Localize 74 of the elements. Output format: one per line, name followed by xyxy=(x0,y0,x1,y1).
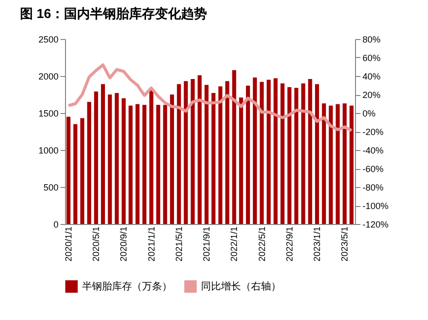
x-tick-label: 2020/9/1 xyxy=(118,226,129,262)
bar xyxy=(100,84,105,224)
y2-tick-label: 60% xyxy=(362,53,381,63)
y2-tick-label: -20% xyxy=(362,127,384,137)
y2-tick-label: -120% xyxy=(362,220,389,230)
y-tick-label: 1500 xyxy=(38,108,58,118)
bar xyxy=(218,86,222,224)
bar xyxy=(294,88,298,224)
x-tick-label: 2023/1/1 xyxy=(312,226,322,262)
y2-tick-label: -100% xyxy=(362,201,389,211)
y2-tick-label: -40% xyxy=(362,146,384,156)
y-tick-label: 0 xyxy=(53,220,58,230)
bar xyxy=(142,104,146,224)
bar xyxy=(350,106,354,224)
bar xyxy=(198,75,202,224)
bar xyxy=(287,87,292,224)
bar xyxy=(260,82,264,224)
x-tick-label: 2020/1/1 xyxy=(63,226,74,262)
bar xyxy=(156,104,160,224)
bar xyxy=(73,124,78,224)
y2-tick-label: -80% xyxy=(362,182,384,192)
bar xyxy=(328,106,333,224)
x-tick-label: 2022/5/1 xyxy=(256,226,267,262)
bar xyxy=(66,116,70,224)
x-tick-label: 2020/5/1 xyxy=(91,226,102,262)
bar xyxy=(80,118,84,224)
y2-tick-label: 40% xyxy=(362,72,381,82)
bar xyxy=(342,103,347,224)
x-tick-label: 2022/9/1 xyxy=(284,226,294,262)
y2-tick-label: -60% xyxy=(362,164,384,174)
y2-tick-label: 80% xyxy=(362,34,381,44)
bar xyxy=(204,84,209,224)
bar xyxy=(246,86,250,224)
y2-tick-label: 0% xyxy=(362,108,376,118)
chart-title: 图 16：国内半钢胎库存变化趋势 xyxy=(20,6,208,21)
bar xyxy=(176,84,181,224)
bar xyxy=(211,93,216,224)
y-tick-label: 500 xyxy=(43,182,58,192)
bar xyxy=(122,98,126,224)
bar xyxy=(190,78,195,224)
x-tick-label: 2021/9/1 xyxy=(202,226,212,262)
x-tick-label: 2021/1/1 xyxy=(146,226,156,262)
bar xyxy=(136,104,140,224)
bar xyxy=(274,78,278,224)
bar xyxy=(114,93,119,224)
y-tick-label: 2000 xyxy=(38,72,58,82)
bar xyxy=(94,92,98,224)
bar xyxy=(232,70,236,224)
bar xyxy=(149,90,154,224)
bar xyxy=(108,94,112,224)
bar xyxy=(239,97,244,224)
legend-label: 半钢胎库存（万条） xyxy=(82,280,172,293)
bar xyxy=(266,80,271,224)
line-series xyxy=(66,63,354,132)
y-tick-label: 2500 xyxy=(38,34,58,44)
bar xyxy=(170,94,174,224)
x-tick-label: 2021/5/1 xyxy=(174,226,184,262)
bar xyxy=(128,106,133,224)
bar xyxy=(87,102,92,224)
bar xyxy=(315,84,320,224)
bar xyxy=(184,81,188,224)
x-tick-label: 2022/1/1 xyxy=(229,226,240,262)
y2-tick-label: 20% xyxy=(362,90,381,100)
bar xyxy=(322,103,326,224)
x-tick-label: 2023/5/1 xyxy=(340,226,350,262)
bar xyxy=(336,104,340,224)
bar xyxy=(163,104,168,224)
bar xyxy=(280,83,284,224)
bar xyxy=(252,77,257,224)
bar xyxy=(301,83,306,224)
bar xyxy=(225,81,230,224)
bar xyxy=(308,78,312,224)
legend-label: 同比增长（右轴） xyxy=(201,280,281,293)
y-tick-label: 1000 xyxy=(38,146,58,156)
